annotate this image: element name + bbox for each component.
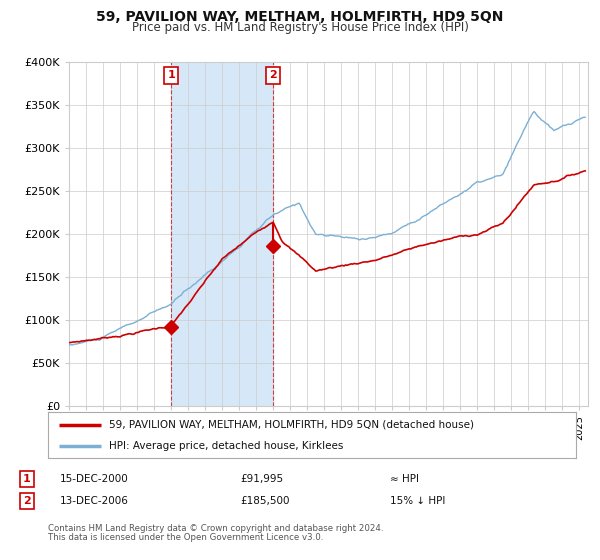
Text: £91,995: £91,995 bbox=[240, 474, 283, 484]
Text: 59, PAVILION WAY, MELTHAM, HOLMFIRTH, HD9 5QN: 59, PAVILION WAY, MELTHAM, HOLMFIRTH, HD… bbox=[97, 10, 503, 24]
Text: HPI: Average price, detached house, Kirklees: HPI: Average price, detached house, Kirk… bbox=[109, 441, 343, 451]
Text: 59, PAVILION WAY, MELTHAM, HOLMFIRTH, HD9 5QN (detached house): 59, PAVILION WAY, MELTHAM, HOLMFIRTH, HD… bbox=[109, 419, 474, 430]
Bar bbox=[171, 62, 273, 406]
Text: Contains HM Land Registry data © Crown copyright and database right 2024.: Contains HM Land Registry data © Crown c… bbox=[48, 524, 383, 533]
Text: £185,500: £185,500 bbox=[240, 496, 290, 506]
Text: 1: 1 bbox=[167, 71, 175, 81]
Text: 2: 2 bbox=[269, 71, 277, 81]
Text: 15% ↓ HPI: 15% ↓ HPI bbox=[390, 496, 445, 506]
Text: ≈ HPI: ≈ HPI bbox=[390, 474, 419, 484]
Text: 15-DEC-2000: 15-DEC-2000 bbox=[60, 474, 129, 484]
Text: 1: 1 bbox=[23, 474, 31, 484]
Text: Price paid vs. HM Land Registry's House Price Index (HPI): Price paid vs. HM Land Registry's House … bbox=[131, 21, 469, 34]
Text: 13-DEC-2006: 13-DEC-2006 bbox=[60, 496, 129, 506]
Text: This data is licensed under the Open Government Licence v3.0.: This data is licensed under the Open Gov… bbox=[48, 533, 323, 542]
Text: 2: 2 bbox=[23, 496, 31, 506]
